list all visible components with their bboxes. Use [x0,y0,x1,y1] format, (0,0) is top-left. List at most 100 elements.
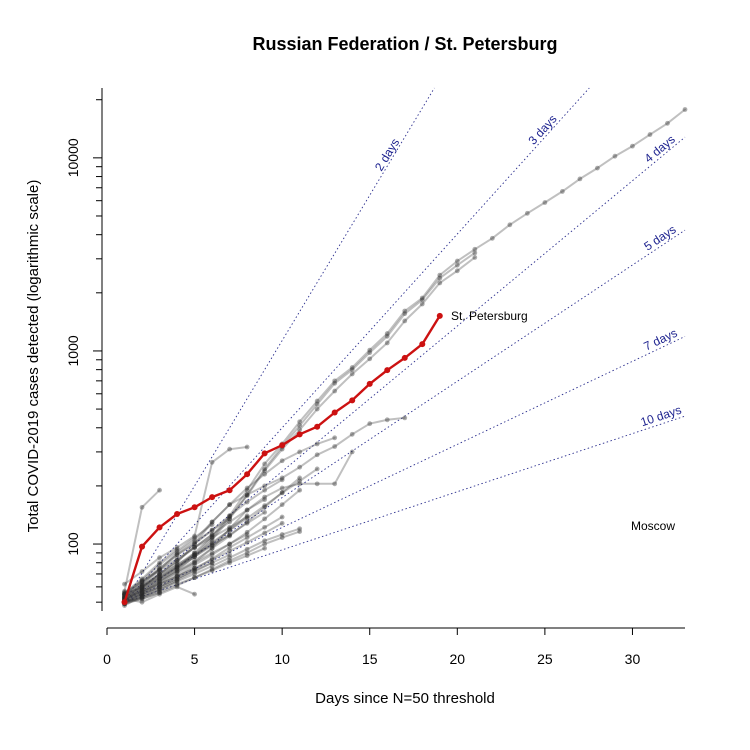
region-point [174,573,180,579]
region-point [139,587,145,593]
region-line-29 [123,591,161,604]
guide-label-5-days: 5 days [641,222,678,253]
region-point [244,492,250,498]
region-point [402,311,408,317]
region-point [227,526,233,532]
region-point [297,478,303,484]
guide-line-7-days [124,336,686,603]
region-point [174,565,180,571]
region-line-18 [123,533,249,600]
region-point [174,564,180,570]
region-point [244,513,250,519]
region-point [227,532,233,537]
region-point [244,550,250,556]
region-point [174,552,180,558]
region-point [314,406,320,412]
region-point [244,529,250,535]
region-point [157,591,162,597]
region-point [139,584,145,590]
region-point [139,588,145,594]
region-point [139,591,145,597]
region-point [174,566,180,572]
region-point [192,569,197,574]
region-point [139,593,145,599]
region-point [349,371,355,377]
region-point [279,502,285,508]
highlight-point [296,431,303,438]
region-point [262,516,268,522]
region-line-10 [123,489,301,607]
region-point [209,545,215,551]
region-point [279,532,285,537]
region-point [332,444,338,449]
region-point [507,222,513,228]
x-tick-label: 20 [450,651,466,667]
region-point [262,466,268,472]
region-point [157,579,162,584]
region-point [332,380,338,386]
highlight-point [349,397,356,404]
region-point [682,107,688,112]
region-line-19 [123,517,231,597]
region-point [174,562,180,568]
region-point [157,584,162,590]
guide-line-4-days [124,136,686,603]
region-point [157,487,162,493]
region-point [157,581,162,587]
region-point [595,165,600,171]
region-point [227,548,233,554]
region-point [612,153,618,159]
region-line-34 [123,514,249,605]
region-point [157,575,162,581]
region-point [157,579,162,584]
region-point [209,533,215,539]
region-point [192,554,197,560]
region-point [209,527,215,533]
region-point [139,569,145,574]
region-line-30 [123,467,319,602]
region-point [192,565,197,571]
region-point [262,541,268,547]
x-tick-label: 30 [625,651,641,667]
y-tick-label: 10000 [65,138,81,177]
highlight-point [261,450,268,457]
region-point [139,577,145,583]
region-point [349,431,355,437]
region-point [279,514,285,520]
highlight-point [366,380,373,387]
region-point [244,539,250,545]
region-point [174,564,180,570]
region-point [122,588,127,594]
label-moscow: Moscow [631,519,675,533]
region-point [402,308,408,314]
region-point [227,533,233,539]
region-point [297,526,303,532]
region-point [209,522,215,528]
region-line-13 [123,511,266,597]
region-point [157,562,162,568]
region-point [367,421,373,427]
region-point [192,558,197,564]
region-point [157,577,162,583]
region-point [139,594,145,600]
region-point [262,524,268,530]
region-point [367,347,373,353]
region-point [262,503,268,509]
region-point [209,539,215,545]
region-point [122,590,127,596]
guide-label-10-days: 10 days [639,403,683,430]
region-point [174,556,180,562]
region-point [192,535,197,540]
region-point [139,583,145,588]
region-point [139,584,145,590]
region-point [454,268,460,274]
region-point [227,516,233,522]
y-tick-label: 100 [65,532,81,556]
region-line-12 [123,516,284,604]
region-point [209,566,215,572]
region-point [157,590,162,596]
region-point [139,594,145,600]
region-point [139,587,145,593]
region-point [139,590,145,596]
